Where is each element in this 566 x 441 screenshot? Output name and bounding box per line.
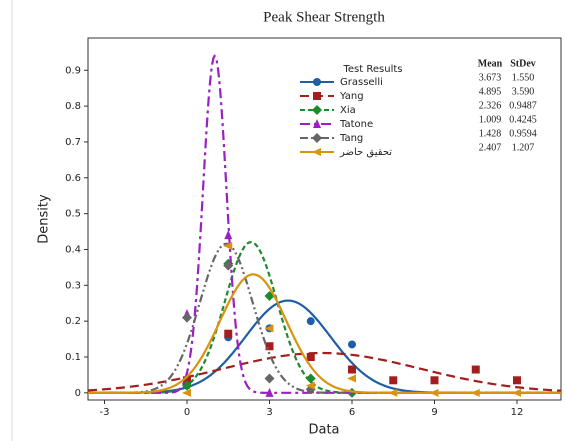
y-tick-label: 0.5 xyxy=(65,209,81,220)
legend-marker xyxy=(312,148,321,156)
x-tick-label: 9 xyxy=(431,407,437,418)
y-tick-label: 0.7 xyxy=(65,137,81,148)
legend-marker xyxy=(312,133,322,143)
point xyxy=(471,365,480,374)
point xyxy=(429,388,439,397)
y-tick-label: 0.9 xyxy=(65,65,81,76)
x-axis-label: Data xyxy=(308,423,339,438)
stat-stdev: 0.4245 xyxy=(509,114,537,125)
point xyxy=(389,376,398,385)
x-tick-label: -3 xyxy=(100,407,110,418)
point xyxy=(306,352,315,361)
point xyxy=(223,260,234,271)
point xyxy=(182,312,192,323)
legend-label: Yang xyxy=(339,91,364,102)
plot-area xyxy=(88,54,561,398)
point xyxy=(348,340,356,349)
point xyxy=(388,388,398,397)
stat-stdev: 0.9487 xyxy=(509,100,537,111)
legend-label: Xia xyxy=(340,105,356,116)
fit-curve xyxy=(88,273,561,394)
legend-label: Tatone xyxy=(339,119,373,130)
y-tick-label: 0.1 xyxy=(65,352,81,363)
point xyxy=(223,241,233,250)
legend-marker xyxy=(313,119,321,128)
stat-stdev: 0.9594 xyxy=(509,128,537,139)
fit-curve xyxy=(88,351,561,392)
point xyxy=(265,387,274,397)
point xyxy=(224,329,233,338)
stat-mean: 4.895 xyxy=(479,86,502,97)
legend-marker xyxy=(313,92,321,100)
legend-label: Tang xyxy=(339,133,363,144)
point xyxy=(224,230,233,240)
y-tick-label: 0 xyxy=(75,388,81,399)
legend-marker xyxy=(313,78,321,86)
stat-header: Mean xyxy=(478,58,503,69)
point xyxy=(513,376,521,385)
chart-title: Peak Shear Strength xyxy=(263,9,385,25)
legend-marker xyxy=(312,105,322,115)
stat-stdev: 1.550 xyxy=(512,72,535,83)
y-tick-label: 0.8 xyxy=(65,101,81,112)
fit-curve xyxy=(88,242,561,394)
stat-mean: 1.428 xyxy=(479,128,502,139)
legend-title: Test Results xyxy=(343,64,403,75)
point xyxy=(348,365,356,374)
stat-mean: 2.326 xyxy=(479,100,502,111)
stat-mean: 3.673 xyxy=(479,72,502,83)
x-tick-label: 0 xyxy=(184,407,190,418)
point xyxy=(264,324,274,333)
x-tick-label: 12 xyxy=(511,407,524,418)
plot-frame xyxy=(87,37,562,401)
y-tick-label: 0.3 xyxy=(65,280,81,291)
point xyxy=(470,388,480,397)
stat-header: StDev xyxy=(510,58,536,69)
point xyxy=(512,388,521,397)
y-axis-label: Density xyxy=(37,194,52,244)
point xyxy=(430,376,439,385)
x-tick-label: 3 xyxy=(266,407,272,418)
x-tick-label: 6 xyxy=(349,407,355,418)
legend-label: تحقیق حاضر xyxy=(339,147,392,158)
stat-stdev: 1.207 xyxy=(512,142,535,153)
stat-mean: 1.009 xyxy=(479,114,502,125)
point xyxy=(182,388,191,397)
point xyxy=(305,381,315,390)
stat-mean: 2.407 xyxy=(479,142,502,153)
point xyxy=(305,373,316,384)
point xyxy=(264,373,275,384)
y-tick-label: 0.4 xyxy=(65,244,81,255)
point xyxy=(306,317,315,326)
y-tick-label: 0.6 xyxy=(65,173,81,184)
point xyxy=(347,374,356,383)
stat-stdev: 3.590 xyxy=(512,86,535,97)
y-tick-label: 0.2 xyxy=(65,316,81,327)
legend-label: Grasselli xyxy=(340,77,383,88)
